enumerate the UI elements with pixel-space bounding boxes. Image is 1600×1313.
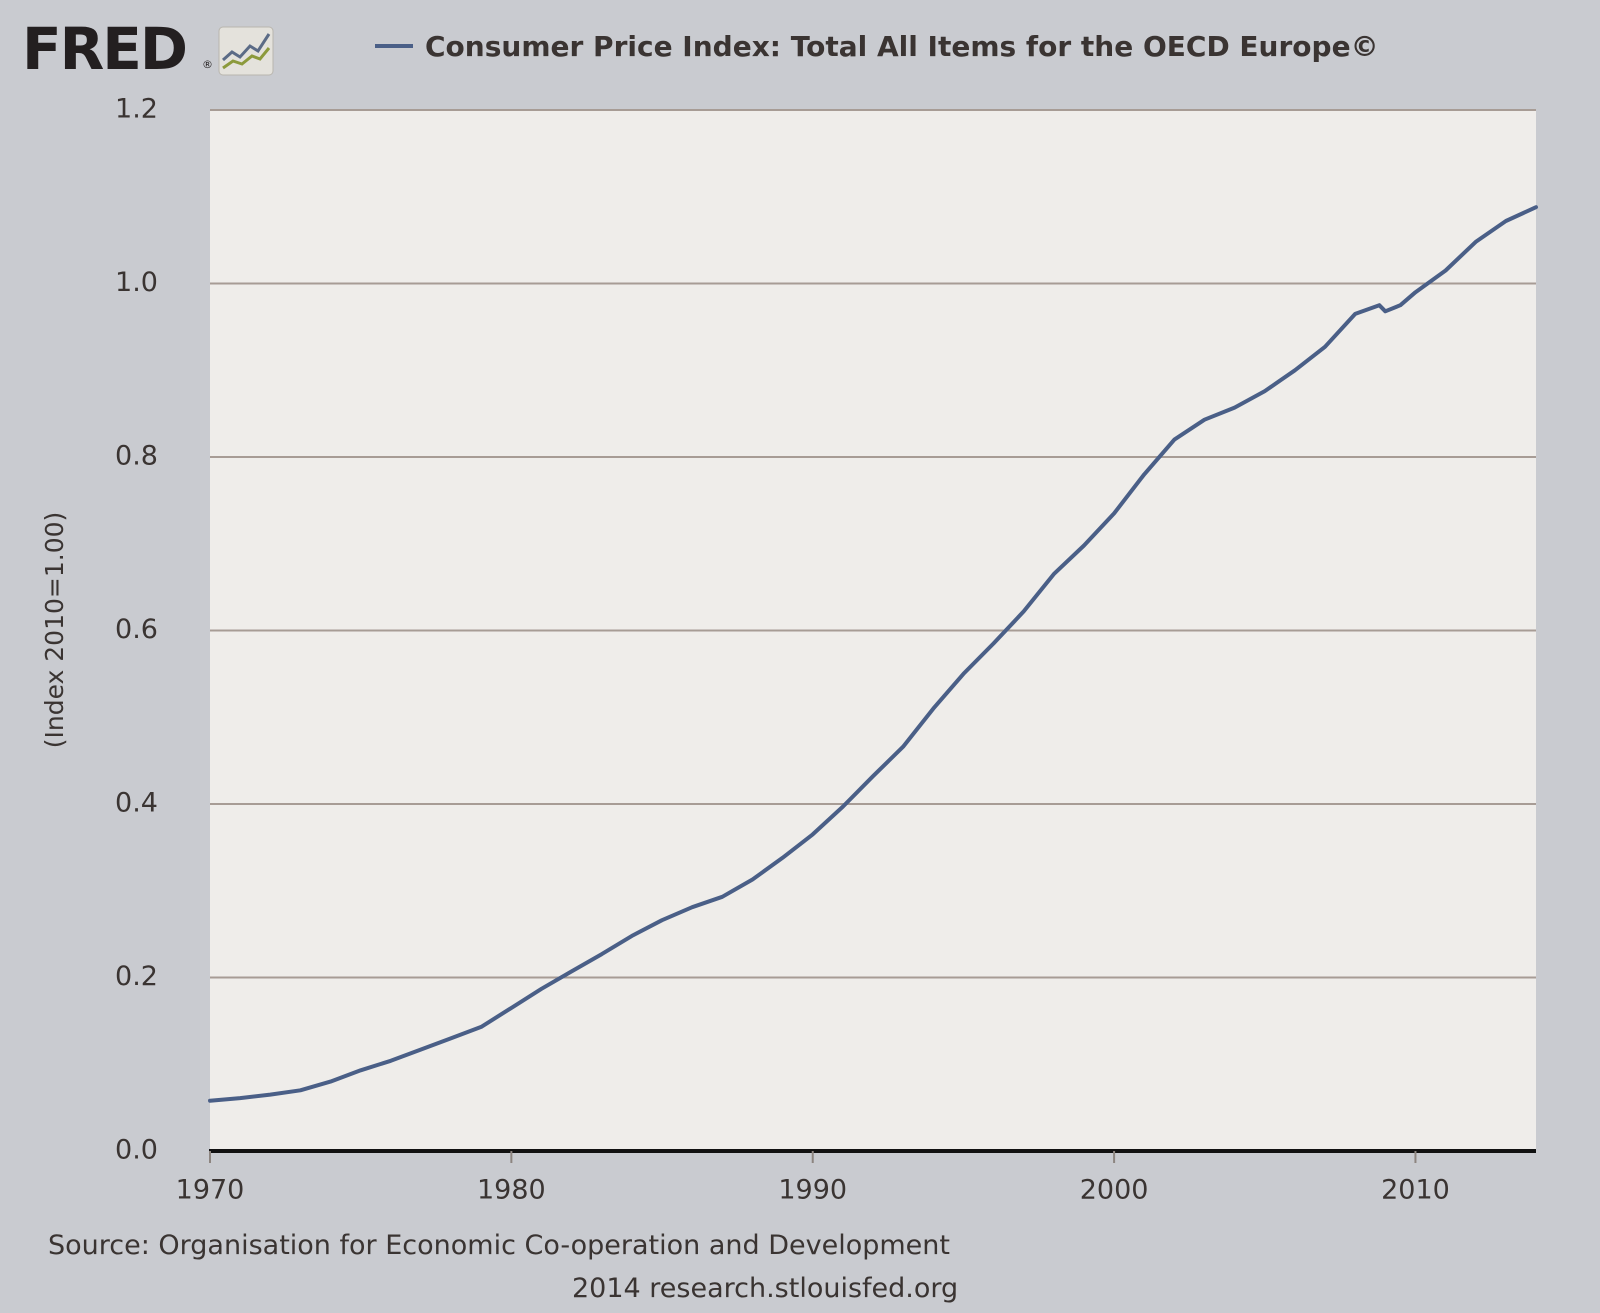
series-line-0 <box>208 205 1538 1103</box>
x-tick-label: 1990 <box>778 1175 847 1206</box>
x-tick-label: 1980 <box>477 1175 546 1206</box>
x-tick-marks <box>209 1151 1417 1163</box>
x-tick-labels: 1970 1980 1990 2000 2010 <box>176 1175 1450 1206</box>
y-tick-labels: 0.0 0.2 0.4 0.6 0.8 1.0 1.2 <box>115 94 158 1166</box>
series-layer <box>208 205 1538 1103</box>
x-tick-label: 2000 <box>1080 1175 1149 1206</box>
chart-legend: Consumer Price Index: Total All Items fo… <box>375 28 1379 64</box>
source-note: Source: Organisation for Economic Co-ope… <box>48 1230 950 1261</box>
y-axis-label: (Index 2010=1.00) <box>40 512 69 749</box>
y-tick-label: 1.0 <box>115 267 158 298</box>
fred-logo-text: FRED <box>22 15 188 83</box>
x-tick-label: 2010 <box>1381 1175 1450 1206</box>
y-tick-label: 0.2 <box>115 961 158 992</box>
legend-swatch <box>375 44 413 48</box>
y-tick-label: 1.2 <box>115 94 158 125</box>
fred-chart-icon <box>218 26 274 76</box>
x-tick-label: 1970 <box>176 1175 245 1206</box>
legend-label: Consumer Price Index: Total All Items fo… <box>425 29 1379 63</box>
registered-mark-icon: ® <box>202 58 213 71</box>
y-tick-label: 0.6 <box>115 614 158 645</box>
y-tick-label: 0.0 <box>115 1135 158 1166</box>
y-tick-label: 0.4 <box>115 788 158 819</box>
y-tick-label: 0.8 <box>115 441 158 472</box>
grid-lines <box>210 109 1536 979</box>
credit-note: 2014 research.stlouisfed.org <box>572 1273 959 1304</box>
